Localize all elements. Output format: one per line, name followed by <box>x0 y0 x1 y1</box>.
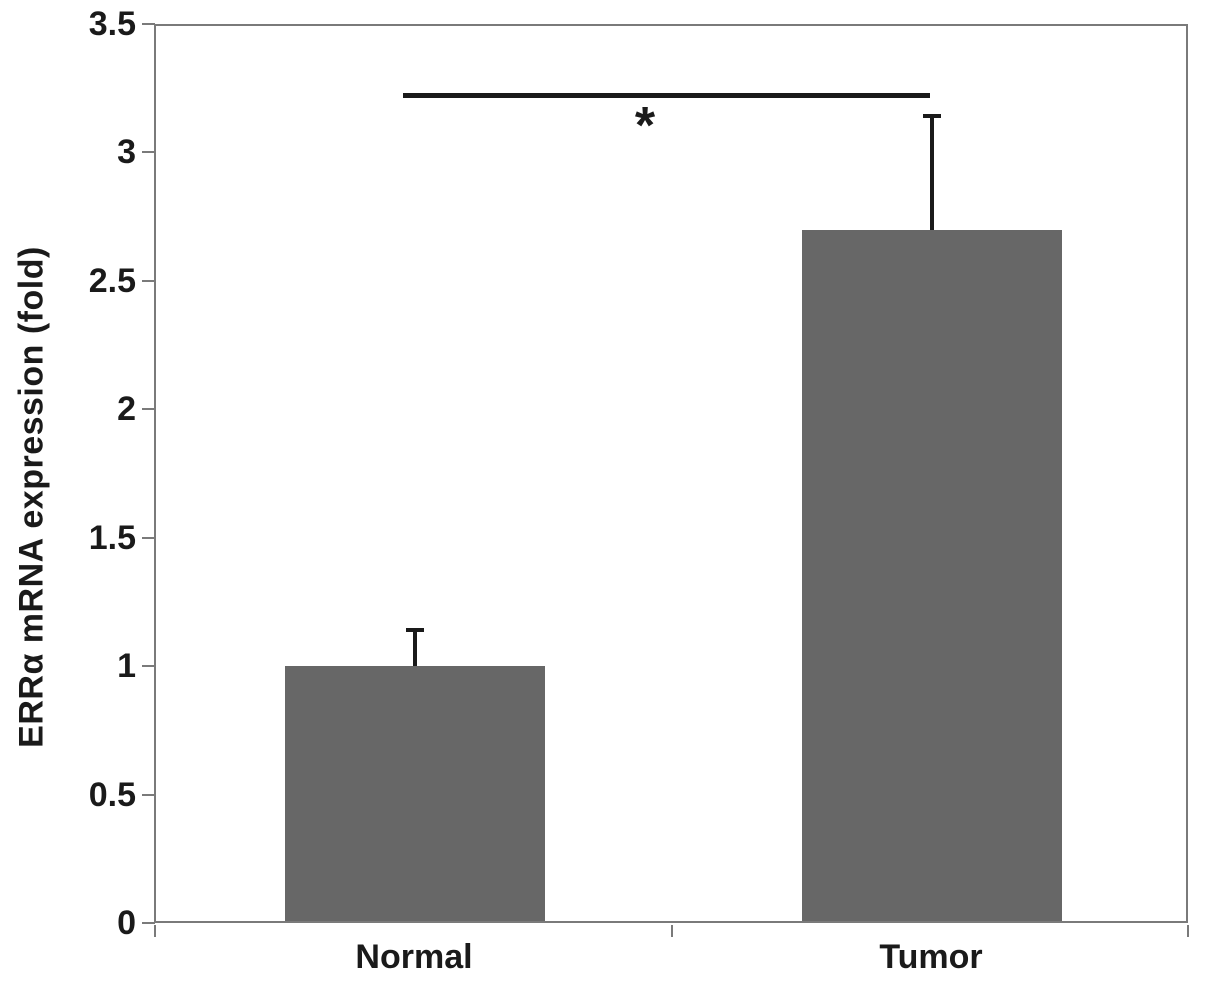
error-bar-normal <box>406 627 424 667</box>
y-tick-label: 1 <box>117 647 136 685</box>
bar-group-tumor <box>802 24 1062 923</box>
y-tick-label: 1.5 <box>88 519 136 557</box>
plot-area: * <box>154 24 1188 923</box>
bar-normal <box>285 666 545 923</box>
error-bar-cap <box>406 627 424 632</box>
bar-group-normal <box>285 24 545 923</box>
y-tick-mark <box>142 794 155 796</box>
y-tick-label: 0 <box>117 904 136 942</box>
significance-asterisk: * <box>634 97 656 155</box>
y-tick-mark <box>142 665 155 667</box>
y-tick-label: 0.5 <box>88 776 136 814</box>
x-tick-mark <box>671 925 673 937</box>
y-tick-label: 3 <box>117 133 136 171</box>
error-bar-cap <box>923 113 941 118</box>
y-tick-mark <box>142 537 155 539</box>
category-label-normal: Normal <box>355 938 473 976</box>
y-tick-mark <box>142 408 155 410</box>
y-tick-mark <box>142 23 155 25</box>
bar-tumor <box>802 229 1062 923</box>
x-tick-mark <box>1187 925 1189 937</box>
y-tick-label: 3.5 <box>88 5 136 43</box>
category-label-tumor: Tumor <box>879 938 983 976</box>
x-tick-mark <box>154 925 156 937</box>
y-tick-label: 2 <box>117 390 136 428</box>
y-tick-label: 2.5 <box>88 262 136 300</box>
y-tick-mark <box>142 922 155 924</box>
error-bar-tumor <box>923 113 941 230</box>
y-tick-mark <box>142 280 155 282</box>
significance-line <box>403 93 930 98</box>
y-tick-mark <box>142 151 155 153</box>
